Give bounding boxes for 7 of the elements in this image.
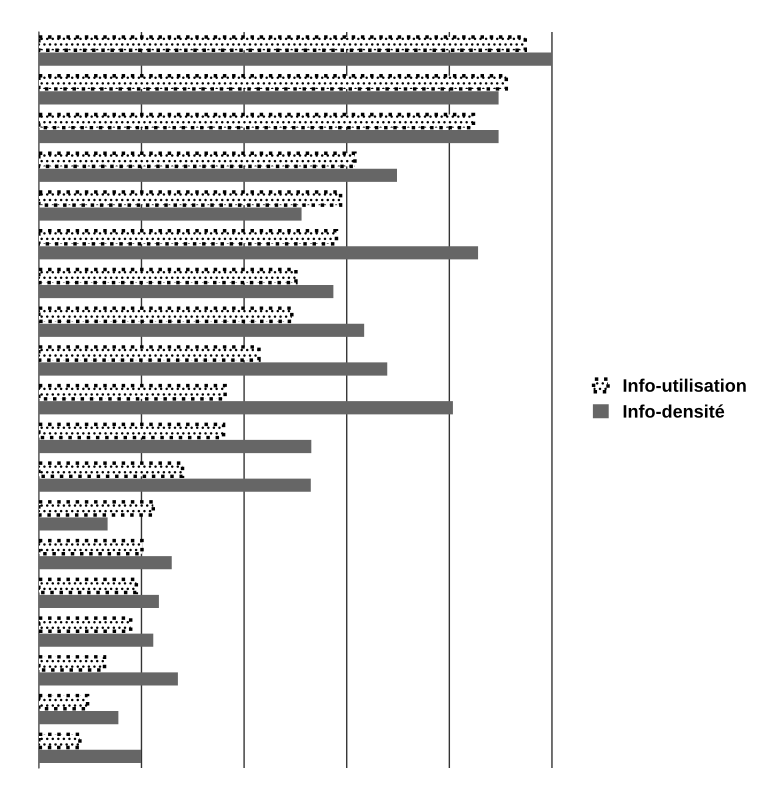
- bar: [38, 207, 302, 221]
- bar: [38, 401, 453, 414]
- bar: [38, 440, 312, 454]
- legend-label: Info-densité: [624, 404, 724, 418]
- bar: [38, 672, 178, 686]
- bar: [38, 750, 141, 763]
- legend-label: Info-utilisation: [624, 378, 746, 392]
